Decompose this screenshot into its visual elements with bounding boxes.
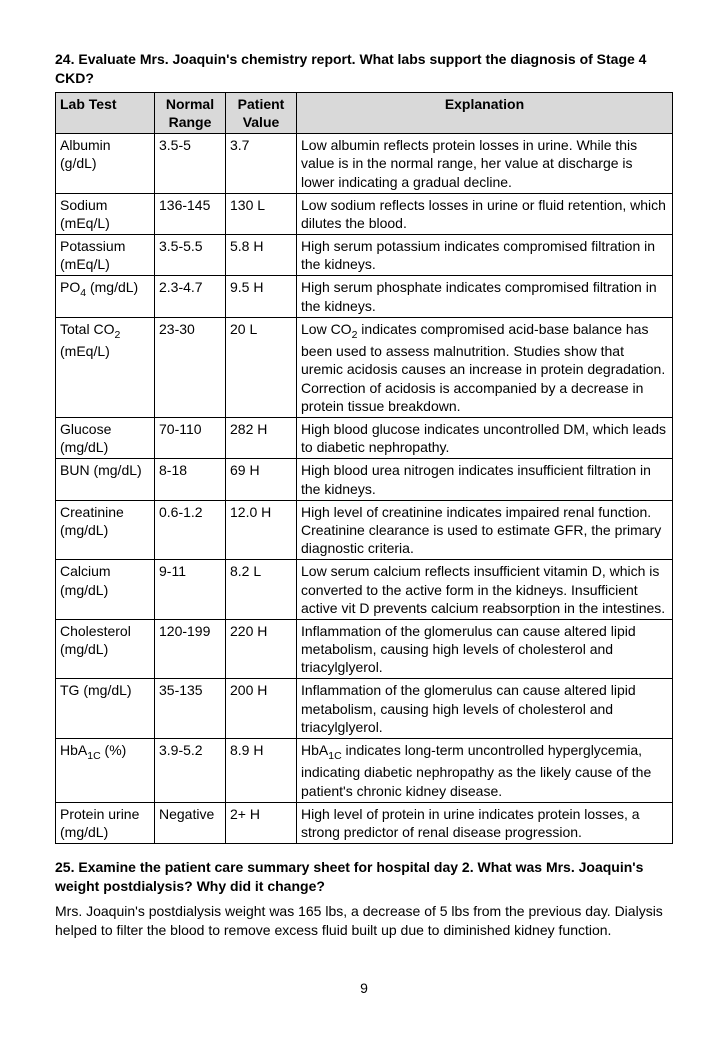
cell-explanation: HbA1C indicates long-term uncontrolled h… — [297, 739, 673, 803]
cell-explanation: Inflammation of the glomerulus can cause… — [297, 679, 673, 739]
cell-lab-test: Cholesterol (mg/dL) — [56, 619, 155, 679]
cell-lab-test: Calcium (mg/dL) — [56, 560, 155, 620]
cell-normal-range: 3.9-5.2 — [155, 739, 226, 803]
cell-normal-range: 9-11 — [155, 560, 226, 620]
cell-normal-range: 8-18 — [155, 459, 226, 500]
cell-patient-value: 9.5 H — [226, 276, 297, 317]
cell-normal-range: Negative — [155, 802, 226, 843]
col-header-normal-range: Normal Range — [155, 92, 226, 133]
table-row: TG (mg/dL)35-135200 HInflammation of the… — [56, 679, 673, 739]
cell-normal-range: 70-110 — [155, 418, 226, 459]
cell-lab-test: Creatinine (mg/dL) — [56, 500, 155, 560]
cell-explanation: High blood glucose indicates uncontrolle… — [297, 418, 673, 459]
table-row: Creatinine (mg/dL)0.6-1.212.0 HHigh leve… — [56, 500, 673, 560]
table-row: Albumin (g/dL)3.5-53.7Low albumin reflec… — [56, 134, 673, 194]
cell-normal-range: 3.5-5.5 — [155, 235, 226, 276]
col-header-patient-value: Patient Value — [226, 92, 297, 133]
table-row: BUN (mg/dL)8-1869 HHigh blood urea nitro… — [56, 459, 673, 500]
cell-explanation: High serum phosphate indicates compromis… — [297, 276, 673, 317]
cell-lab-test: BUN (mg/dL) — [56, 459, 155, 500]
answer-25: Mrs. Joaquin's postdialysis weight was 1… — [55, 902, 673, 940]
table-row: Protein urine (mg/dL)Negative2+ HHigh le… — [56, 802, 673, 843]
cell-lab-test: TG (mg/dL) — [56, 679, 155, 739]
cell-lab-test: Total CO2 (mEq/L) — [56, 317, 155, 417]
cell-explanation: Low serum calcium reflects insufficient … — [297, 560, 673, 620]
cell-explanation: High serum potassium indicates compromis… — [297, 235, 673, 276]
cell-normal-range: 35-135 — [155, 679, 226, 739]
table-row: Calcium (mg/dL)9-118.2 LLow serum calciu… — [56, 560, 673, 620]
table-row: HbA1C (%)3.9-5.28.9 HHbA1C indicates lon… — [56, 739, 673, 803]
table-row: Potassium (mEq/L)3.5-5.55.8 HHigh serum … — [56, 235, 673, 276]
cell-normal-range: 3.5-5 — [155, 134, 226, 194]
cell-patient-value: 3.7 — [226, 134, 297, 194]
table-row: Total CO2 (mEq/L)23-3020 LLow CO2 indica… — [56, 317, 673, 417]
cell-explanation: Low albumin reflects protein losses in u… — [297, 134, 673, 194]
cell-normal-range: 23-30 — [155, 317, 226, 417]
cell-lab-test: Protein urine (mg/dL) — [56, 802, 155, 843]
cell-lab-test: Glucose (mg/dL) — [56, 418, 155, 459]
cell-lab-test: HbA1C (%) — [56, 739, 155, 803]
cell-explanation: Low CO2 indicates compromised acid-base … — [297, 317, 673, 417]
cell-normal-range: 136-145 — [155, 193, 226, 234]
cell-lab-test: Potassium (mEq/L) — [56, 235, 155, 276]
lab-table: Lab Test Normal Range Patient Value Expl… — [55, 92, 673, 844]
cell-patient-value: 2+ H — [226, 802, 297, 843]
cell-explanation: High blood urea nitrogen indicates insuf… — [297, 459, 673, 500]
cell-explanation: High level of creatinine indicates impai… — [297, 500, 673, 560]
cell-explanation: High level of protein in urine indicates… — [297, 802, 673, 843]
col-header-lab: Lab Test — [56, 92, 155, 133]
question-25: 25. Examine the patient care summary she… — [55, 858, 673, 896]
cell-patient-value: 20 L — [226, 317, 297, 417]
table-row: Cholesterol (mg/dL)120-199220 HInflammat… — [56, 619, 673, 679]
table-row: Glucose (mg/dL)70-110282 HHigh blood glu… — [56, 418, 673, 459]
col-header-explanation: Explanation — [297, 92, 673, 133]
cell-normal-range: 0.6-1.2 — [155, 500, 226, 560]
cell-explanation: Low sodium reflects losses in urine or f… — [297, 193, 673, 234]
cell-patient-value: 5.8 H — [226, 235, 297, 276]
cell-lab-test: Sodium (mEq/L) — [56, 193, 155, 234]
cell-patient-value: 130 L — [226, 193, 297, 234]
table-header-row: Lab Test Normal Range Patient Value Expl… — [56, 92, 673, 133]
cell-patient-value: 282 H — [226, 418, 297, 459]
cell-patient-value: 12.0 H — [226, 500, 297, 560]
cell-patient-value: 8.2 L — [226, 560, 297, 620]
table-row: Sodium (mEq/L)136-145130 LLow sodium ref… — [56, 193, 673, 234]
table-row: PO4 (mg/dL)2.3-4.79.5 HHigh serum phosph… — [56, 276, 673, 317]
cell-normal-range: 2.3-4.7 — [155, 276, 226, 317]
cell-explanation: Inflammation of the glomerulus can cause… — [297, 619, 673, 679]
cell-lab-test: PO4 (mg/dL) — [56, 276, 155, 317]
cell-patient-value: 8.9 H — [226, 739, 297, 803]
page-number: 9 — [55, 980, 673, 996]
cell-patient-value: 69 H — [226, 459, 297, 500]
cell-patient-value: 220 H — [226, 619, 297, 679]
question-24: 24. Evaluate Mrs. Joaquin's chemistry re… — [55, 50, 673, 88]
cell-normal-range: 120-199 — [155, 619, 226, 679]
cell-lab-test: Albumin (g/dL) — [56, 134, 155, 194]
cell-patient-value: 200 H — [226, 679, 297, 739]
